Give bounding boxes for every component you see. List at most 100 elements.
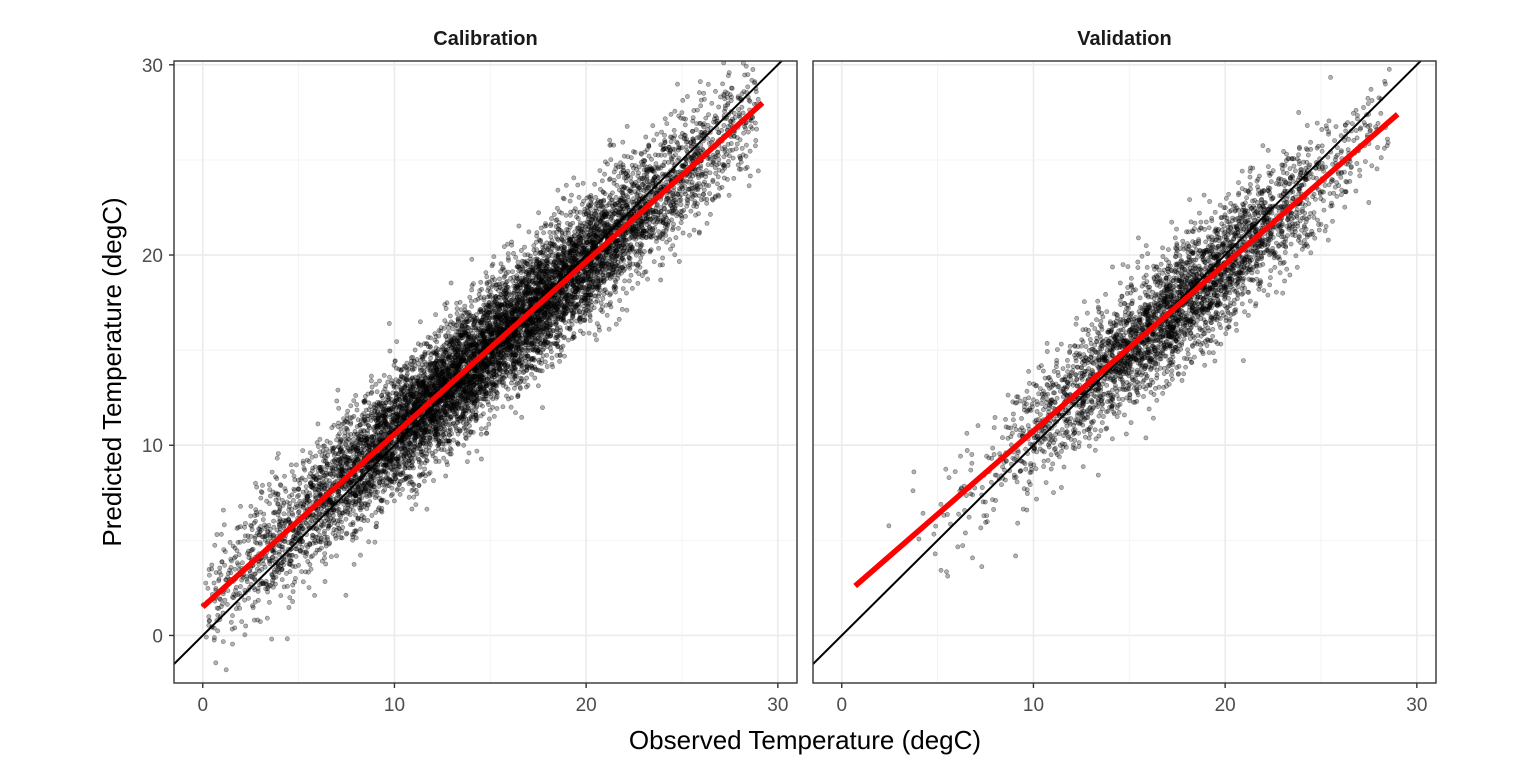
data-point <box>221 522 227 528</box>
data-point <box>381 406 387 412</box>
data-point <box>387 441 393 447</box>
data-point <box>381 372 387 378</box>
data-point <box>258 489 264 494</box>
data-point <box>645 276 650 282</box>
data-point <box>469 392 474 398</box>
data-point <box>662 116 668 122</box>
data-point <box>734 141 740 147</box>
data-point <box>483 339 489 345</box>
data-point <box>255 589 261 594</box>
data-point <box>544 340 549 345</box>
data-point <box>506 322 512 328</box>
data-point <box>525 329 531 334</box>
data-point <box>432 331 438 336</box>
data-point <box>630 244 635 250</box>
data-point <box>353 528 359 533</box>
data-point <box>412 394 418 400</box>
data-point <box>425 429 431 435</box>
data-point <box>432 448 438 454</box>
data-point <box>455 387 461 393</box>
data-point <box>627 243 633 249</box>
data-point <box>344 530 350 536</box>
data-point <box>543 341 549 347</box>
data-point <box>557 209 562 215</box>
data-point <box>255 597 261 603</box>
data-point <box>637 264 643 270</box>
data-point <box>406 441 412 447</box>
data-point <box>456 362 461 368</box>
data-point <box>395 414 401 420</box>
data-point <box>462 323 468 329</box>
data-point <box>494 314 500 320</box>
data-point <box>464 346 470 352</box>
data-point <box>464 459 470 464</box>
data-point <box>409 506 415 512</box>
data-point <box>331 518 336 523</box>
data-point <box>504 344 510 349</box>
data-point <box>376 495 382 501</box>
data-point <box>698 184 704 190</box>
data-point <box>376 412 381 418</box>
data-point <box>587 241 593 247</box>
data-point <box>274 476 280 481</box>
data-point <box>255 617 260 623</box>
data-point <box>280 502 286 508</box>
data-point <box>252 599 258 605</box>
data-point <box>470 317 476 323</box>
data-point <box>665 159 671 165</box>
data-point <box>576 284 582 290</box>
data-point <box>743 63 749 69</box>
data-point <box>483 430 489 436</box>
data-point <box>392 472 398 478</box>
data-point <box>409 384 414 390</box>
data-point <box>480 403 485 409</box>
data-point <box>331 445 336 451</box>
data-point <box>440 405 446 411</box>
data-point <box>502 319 507 325</box>
data-point <box>618 170 624 176</box>
data-point <box>515 298 520 304</box>
data-point <box>501 341 506 347</box>
data-point <box>744 39 748 43</box>
data-point <box>215 628 221 634</box>
data-point <box>433 351 438 357</box>
data-point <box>317 436 323 442</box>
data-point <box>503 313 509 318</box>
data-point <box>510 310 515 316</box>
data-point <box>563 311 568 316</box>
data-point <box>257 619 263 624</box>
data-point <box>448 334 454 339</box>
data-point <box>642 269 647 275</box>
data-point <box>617 298 623 303</box>
data-point <box>432 432 437 437</box>
data-point <box>388 461 394 467</box>
data-point <box>368 412 374 417</box>
data-point <box>569 258 574 264</box>
data-point <box>205 585 211 591</box>
data-point <box>410 386 416 391</box>
data-point <box>401 396 407 402</box>
data-point <box>701 191 707 197</box>
data-point <box>579 276 584 282</box>
data-point <box>593 233 598 239</box>
data-point <box>630 170 636 176</box>
data-point <box>641 228 646 234</box>
data-point <box>377 480 383 486</box>
data-point <box>560 316 566 322</box>
data-point <box>520 340 526 345</box>
data-point <box>556 303 561 309</box>
data-point <box>582 312 588 317</box>
data-point <box>520 275 526 281</box>
data-point <box>404 371 410 377</box>
data-point <box>594 270 600 276</box>
data-point <box>385 406 391 411</box>
data-point <box>448 447 454 453</box>
data-point <box>669 217 674 223</box>
data-point <box>534 259 540 264</box>
data-point <box>536 277 542 283</box>
data-point <box>560 269 566 275</box>
data-point <box>549 275 555 281</box>
data-point <box>267 487 273 492</box>
data-point <box>300 448 306 453</box>
data-point <box>236 552 242 558</box>
